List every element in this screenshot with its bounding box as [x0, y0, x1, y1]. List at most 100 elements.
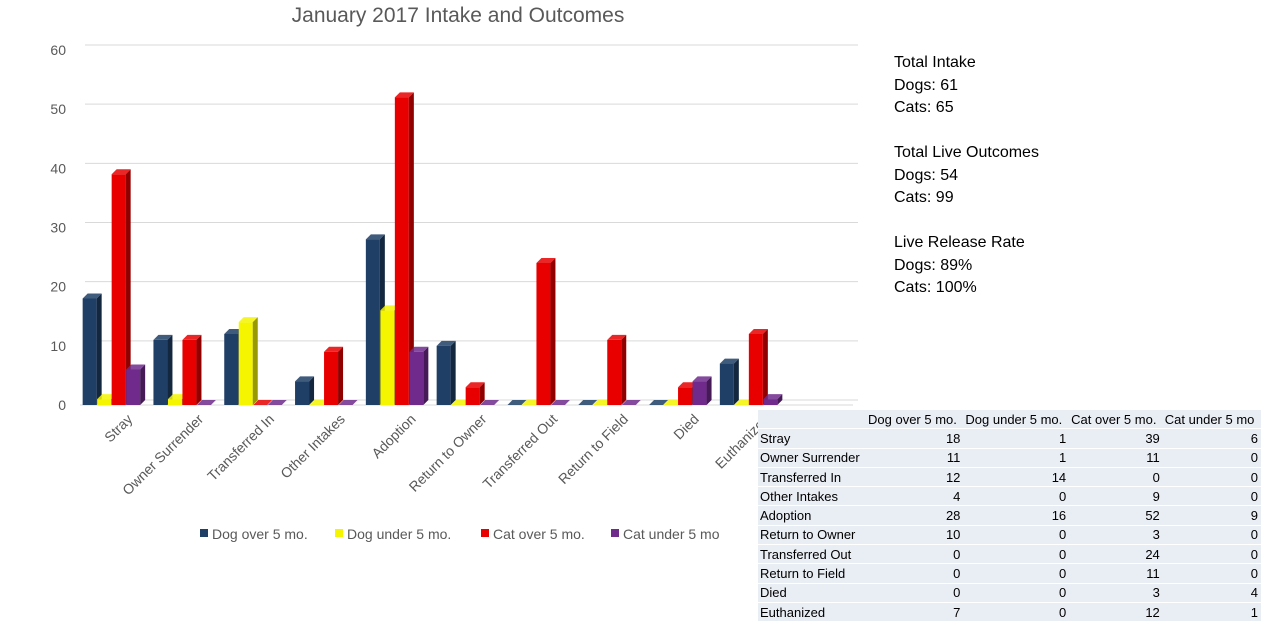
table-corner [758, 410, 866, 430]
row-label: Transferred Out [758, 544, 866, 565]
table-cell: 16 [963, 505, 1070, 526]
bar-dog-over-5-mo-return-to-field [578, 400, 598, 405]
table-header: Cat under 5 mo [1162, 410, 1261, 430]
table-row: Return to Field 0 0 11 0 [758, 563, 1261, 584]
total-live-outcomes: Total Live Outcomes Dogs: 54 Cats: 99 [894, 142, 1039, 210]
data-table: Dog over 5 mo. Dog under 5 mo. Cat over … [758, 410, 1261, 623]
table-cell: 12 [866, 467, 964, 488]
table-cell: 0 [866, 563, 964, 584]
table-cell: 0 [866, 544, 964, 565]
table-cell: 0 [1162, 525, 1261, 546]
bar-cat-over-5-mo-transferred-in [253, 400, 273, 405]
y-tick-label: 60 [50, 42, 66, 58]
table-cell: 52 [1069, 505, 1163, 526]
table-row: Transferred In 12 14 0 0 [758, 467, 1261, 488]
y-tick-label: 10 [50, 338, 66, 354]
table-cell: 0 [963, 602, 1070, 623]
bar-dog-under-5-mo-euthanized [734, 400, 754, 405]
legend-swatch [611, 529, 619, 537]
bar-dog-over-5-mo-return-to-owner [436, 340, 456, 405]
table-cell: 0 [1162, 486, 1261, 507]
table-cell: 0 [963, 583, 1070, 603]
row-label: Return to Field [758, 563, 866, 584]
table-row: Return to Owner 10 0 3 0 [758, 525, 1261, 546]
x-tick-label: Adoption [368, 411, 418, 461]
bar-dog-under-5-mo-transferred-in [238, 317, 258, 405]
y-axis: 0 10 20 30 40 50 60 [50, 42, 66, 413]
table-cell: 4 [866, 486, 964, 507]
live-release-rate: Live Release Rate Dogs: 89% Cats: 100% [894, 232, 1039, 300]
bar-dog-under-5-mo-other-intakes [309, 400, 329, 405]
table-cell: 4 [1162, 583, 1261, 603]
y-tick-label: 40 [50, 160, 66, 176]
bar-cat-under-5-mo-transferred-out [550, 400, 570, 405]
legend-label: Dog under 5 mo. [347, 526, 451, 542]
total-intake: Total Intake Dogs: 61 Cats: 65 [894, 52, 1039, 120]
bar-dog-over-5-mo-euthanized [719, 358, 739, 405]
table-header-row: Dog over 5 mo. Dog under 5 mo. Cat over … [758, 410, 1261, 430]
row-label: Euthanized [758, 602, 866, 623]
legend-swatch [200, 529, 208, 537]
table-cell: 0 [1069, 467, 1163, 488]
table-cell: 39 [1069, 428, 1163, 449]
row-label: Adoption [758, 505, 866, 526]
row-label: Stray [758, 428, 866, 449]
x-tick-label: Transferred In [204, 411, 277, 484]
table-cell: 11 [1069, 448, 1163, 468]
bar-cat-under-5-mo-stray [126, 364, 146, 405]
table-cell: 9 [1069, 486, 1163, 507]
table-cell: 28 [866, 505, 964, 526]
bar-cat-over-5-mo-return-to-owner [465, 382, 485, 405]
outcomes-dogs: Dogs: 54 [894, 166, 959, 184]
bar-dog-over-5-mo-stray [82, 293, 102, 405]
legend-swatch [335, 529, 343, 537]
intake-title: Total Intake [894, 54, 976, 71]
table-row: Adoption 28 16 52 9 [758, 505, 1261, 526]
y-tick-label: 0 [58, 397, 66, 413]
legend-label: Dog over 5 mo. [212, 526, 308, 542]
bar-dog-under-5-mo-return-to-field [592, 400, 612, 405]
row-label: Transferred In [758, 467, 866, 488]
bar-dog-over-5-mo-other-intakes [295, 376, 315, 405]
y-tick-label: 50 [50, 101, 66, 117]
table-header: Dog under 5 mo. [963, 410, 1070, 430]
x-tick-label: Return to Owner [406, 411, 490, 495]
row-label: Other Intakes [758, 486, 866, 507]
table-row: Owner Surrender 11 1 11 0 [758, 448, 1261, 468]
table-cell: 12 [1069, 602, 1163, 623]
legend-item: Cat over 5 mo. [481, 526, 585, 542]
table-cell: 0 [963, 563, 1070, 584]
bar-cat-under-5-mo-adoption [409, 346, 429, 405]
legend-label: Cat under 5 mo [623, 526, 720, 542]
table-header: Dog over 5 mo. [866, 410, 964, 430]
legend-item: Dog over 5 mo. [200, 526, 308, 542]
table-cell: 1 [963, 428, 1070, 449]
table-cell: 1 [1162, 602, 1261, 623]
bar-dog-under-5-mo-return-to-owner [451, 400, 471, 405]
bar-cat-over-5-mo-other-intakes [324, 346, 344, 405]
table-cell: 0 [963, 486, 1070, 507]
rate-dogs: Dogs: 89% [894, 256, 973, 274]
table-cell: 0 [866, 583, 964, 603]
table-row: Transferred Out 0 0 24 0 [758, 544, 1261, 565]
table-row: Died 0 0 3 4 [758, 583, 1261, 603]
table-cell: 0 [1162, 467, 1261, 488]
x-tick-label: Other Intakes [277, 411, 348, 482]
rate-title: Live Release Rate [894, 234, 1025, 251]
bar-cat-under-5-mo-died [692, 376, 712, 405]
row-label: Owner Surrender [758, 448, 866, 468]
table-cell: 18 [866, 428, 964, 449]
bar-dog-over-5-mo-transferred-out [507, 400, 527, 405]
row-label: Return to Owner [758, 525, 866, 546]
table-cell: 24 [1069, 544, 1163, 565]
legend-label: Cat over 5 mo. [493, 526, 585, 542]
table-cell: 11 [1069, 563, 1163, 584]
legend: Dog over 5 mo. Dog under 5 mo. Cat over 5 … [200, 526, 720, 542]
intake-dogs: Dogs: 61 [894, 76, 959, 94]
table-row: Euthanized 7 0 12 1 [758, 602, 1261, 623]
bar-cat-over-5-mo-owner-surrender [182, 334, 202, 405]
table-header: Cat over 5 mo. [1069, 410, 1163, 430]
bar-cat-under-5-mo-return-to-owner [480, 400, 500, 405]
